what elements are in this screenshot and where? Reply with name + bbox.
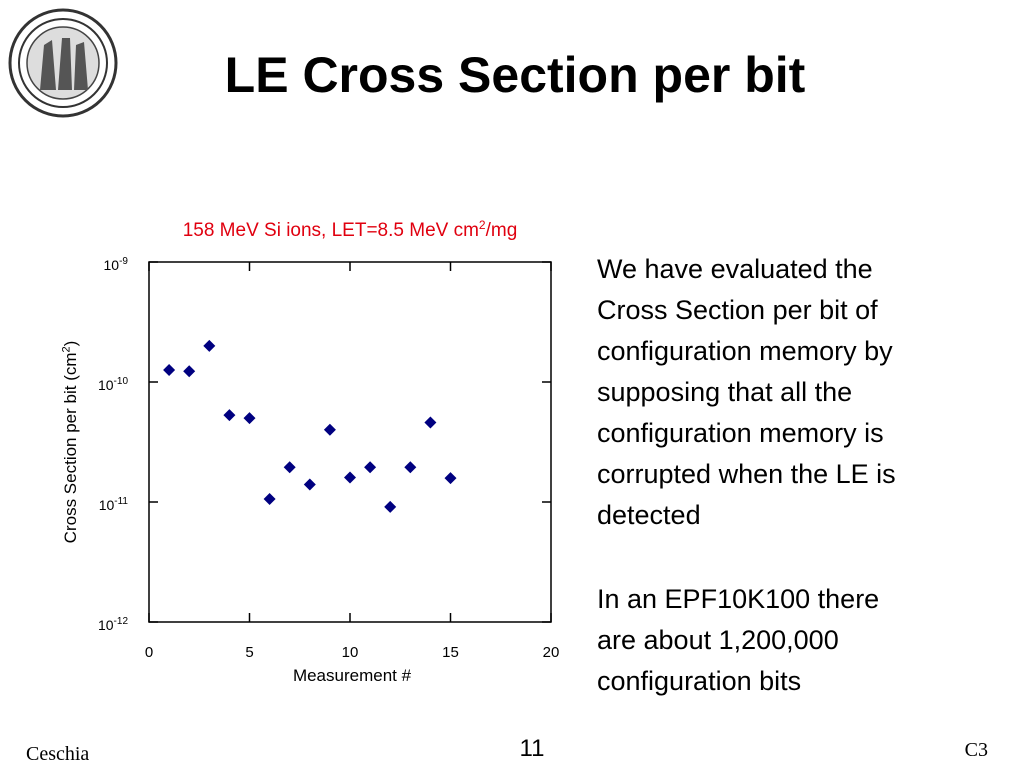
- y-tick-label-base: 10: [98, 377, 114, 393]
- body-text: We have evaluated the Cross Section per b…: [597, 254, 896, 696]
- y-tick-label: 10-10: [98, 376, 128, 393]
- data-point: [183, 365, 196, 378]
- plot-frame: [148, 261, 552, 623]
- page-number: 11: [520, 735, 545, 762]
- data-point: [243, 412, 256, 425]
- footer-left: Ceschia: [26, 743, 89, 765]
- data-point: [203, 339, 216, 352]
- y-tick-label-exponent: -11: [114, 496, 128, 507]
- y-tick-label-exponent: -12: [114, 616, 129, 627]
- x-tick-label: 15: [442, 644, 459, 661]
- y-tick-label-base: 10: [99, 497, 115, 513]
- data-point: [424, 416, 437, 429]
- data-point: [163, 363, 176, 376]
- body-line: configuration bits: [597, 666, 801, 696]
- y-tick-label-base: 10: [104, 257, 120, 273]
- body-line: Cross Section per bit of: [597, 295, 878, 325]
- data-point: [404, 461, 417, 474]
- university-seal: [8, 8, 118, 118]
- x-tick-label: 5: [245, 644, 253, 661]
- body-line: detected: [597, 500, 701, 530]
- y-tick-label: 10-11: [99, 496, 129, 513]
- x-axis-label: Measurement #: [293, 666, 412, 685]
- y-tick-label: 10-12: [98, 616, 128, 633]
- data-point: [444, 472, 457, 485]
- chart-title-tail: /mg: [486, 220, 518, 241]
- y-axis-label-exponent: 2: [60, 346, 72, 352]
- x-tick-label: 20: [543, 644, 560, 661]
- y-axis-label-tail: ): [61, 341, 80, 347]
- body-line: configuration memory by: [597, 336, 893, 366]
- y-tick-label: 10-9: [104, 256, 129, 273]
- body-line: We have evaluated the: [597, 254, 873, 284]
- x-tick-label: 10: [342, 644, 359, 661]
- y-axis-label-base: Cross Section per bit (cm: [61, 352, 80, 543]
- y-tick-label-exponent: -9: [119, 256, 128, 267]
- y-axis-label: Cross Section per bit (cm2): [60, 341, 80, 544]
- body-line: corrupted when the LE is: [597, 459, 896, 489]
- data-point: [303, 478, 316, 491]
- body-line: In an EPF10K100 there: [597, 584, 879, 614]
- data-point: [384, 500, 397, 513]
- chart-title: 158 MeV Si ions, LET=8.5 MeV cm2/mg: [183, 218, 518, 241]
- slide-title: LE Cross Section per bit: [225, 47, 806, 103]
- body-line: are about 1,200,000: [597, 625, 839, 655]
- body-line: supposing that all the: [597, 377, 852, 407]
- y-tick-label-exponent: -10: [114, 376, 129, 387]
- data-point: [223, 409, 236, 422]
- y-tick-label-base: 10: [98, 617, 114, 633]
- body-line: configuration memory is: [597, 418, 884, 448]
- x-tick-label: 0: [145, 644, 153, 661]
- chart: 158 MeV Si ions, LET=8.5 MeV cm2/mgMeasu…: [60, 218, 559, 685]
- footer-right: C3: [965, 739, 988, 761]
- chart-title-exponent: 2: [479, 218, 486, 232]
- chart-title-base: 158 MeV Si ions, LET=8.5 MeV cm: [183, 220, 479, 241]
- data-point: [344, 471, 356, 484]
- data-point: [283, 461, 296, 474]
- data-point: [323, 423, 336, 436]
- data-point: [263, 492, 276, 505]
- data-point: [364, 461, 377, 474]
